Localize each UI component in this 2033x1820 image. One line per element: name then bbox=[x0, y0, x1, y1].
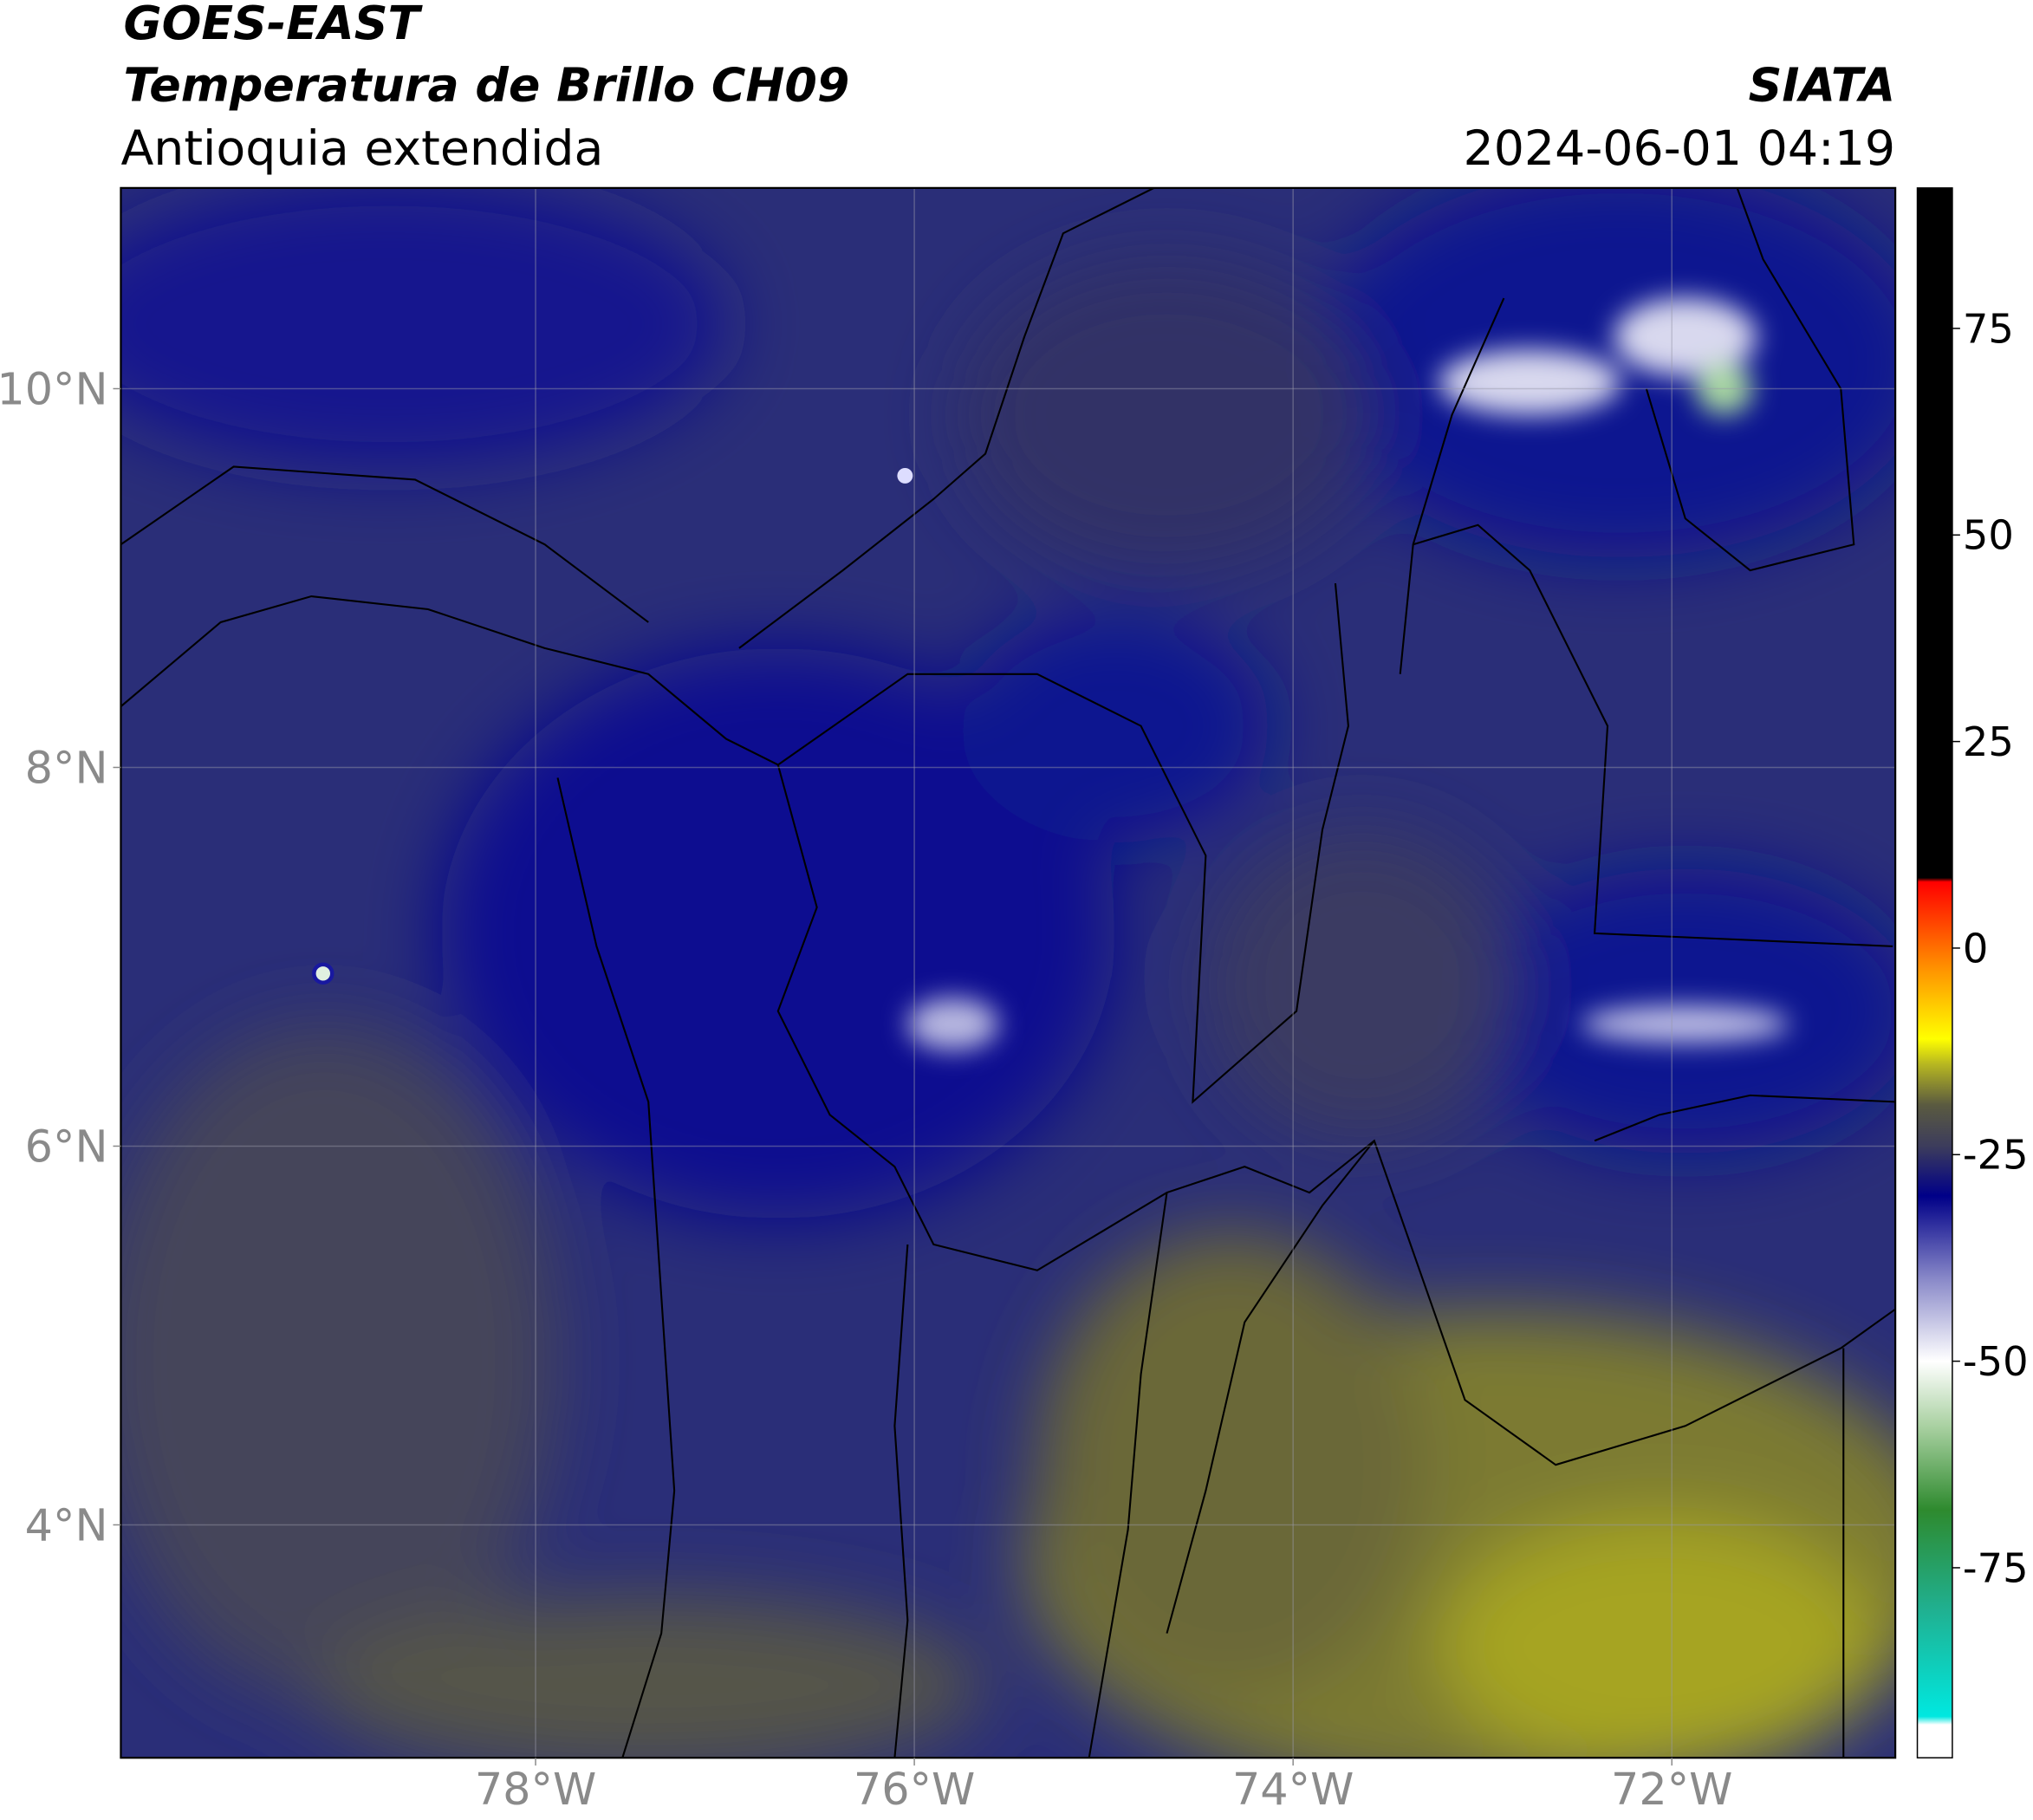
x-tick-label: 76°W bbox=[854, 1764, 975, 1815]
institution: SIATA bbox=[1749, 58, 1896, 113]
colorbar-tick-label: 75 bbox=[1963, 305, 2014, 352]
x-tick-label: 74°W bbox=[1232, 1764, 1354, 1815]
colorbar-tick-label: 50 bbox=[1963, 512, 2014, 559]
y-tick-label: 8°N bbox=[25, 742, 108, 793]
datetime: 2024-06-01 04:19 bbox=[1464, 121, 1896, 177]
grid bbox=[120, 187, 1896, 1758]
colorbar-tick-label: 25 bbox=[1963, 718, 2014, 765]
colorbar-tick-label: -25 bbox=[1963, 1132, 2029, 1179]
colorbar-tick-label: -50 bbox=[1963, 1338, 2029, 1385]
x-tick-label: 72°W bbox=[1611, 1764, 1732, 1815]
product: Temperatura de Brillo CH09 bbox=[123, 58, 849, 113]
region: Antioquia extendida bbox=[120, 121, 603, 177]
y-tick-label: 6°N bbox=[25, 1121, 108, 1172]
colorbar-tick-label: 0 bbox=[1963, 925, 1989, 972]
y-tick-label: 10°N bbox=[0, 363, 107, 414]
colorbar-tick-label: -75 bbox=[1963, 1544, 2029, 1591]
map-frame bbox=[120, 186, 1897, 1759]
satellite: GOES-EAST bbox=[123, 0, 423, 50]
colorbar bbox=[1916, 187, 1953, 1758]
satellite-image bbox=[120, 187, 1896, 1758]
x-tick-label: 78°W bbox=[475, 1764, 596, 1815]
borders bbox=[120, 187, 1896, 1758]
y-tick-label: 4°N bbox=[25, 1499, 108, 1550]
